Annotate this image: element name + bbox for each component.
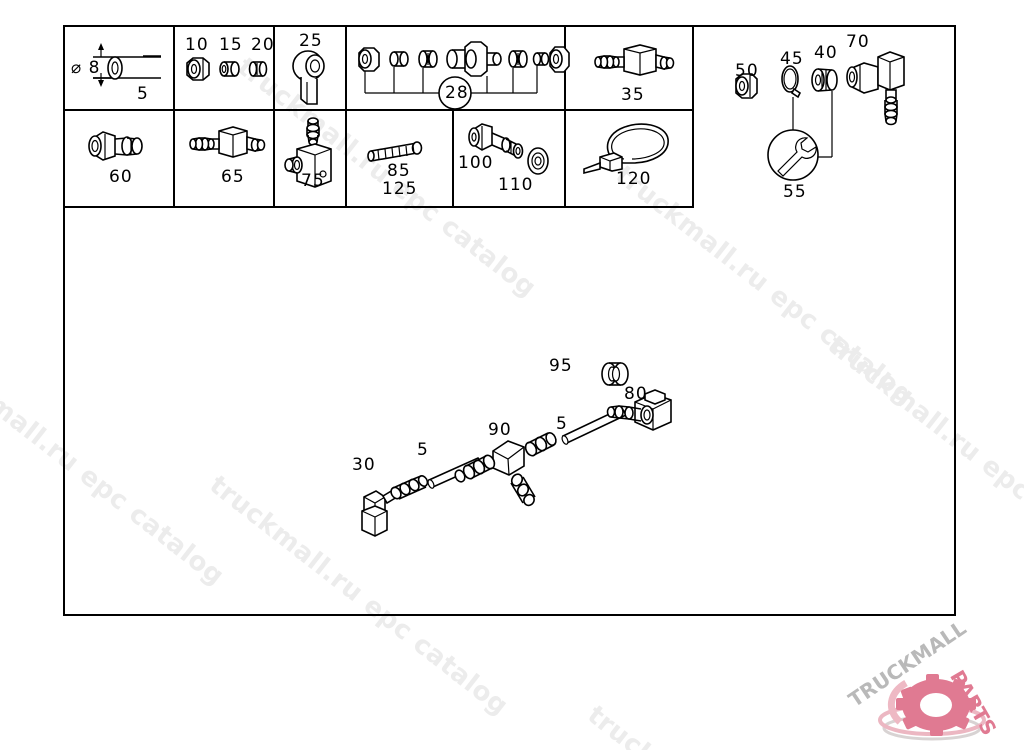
valve-block-icon — [284, 117, 332, 188]
gear-icon — [878, 674, 986, 741]
assembly-label-95: 95 — [549, 356, 573, 376]
threaded-stud-icon — [367, 141, 423, 162]
legend-label-part: 65 — [221, 167, 245, 187]
part-30-elbow-fitting — [361, 475, 429, 537]
legend-cell-kit-28[interactable]: 28 — [347, 27, 570, 111]
legend-label-part: 40 — [814, 43, 838, 63]
legend-label-part: 70 — [846, 32, 870, 52]
repair-kit-parts-icon — [358, 41, 570, 110]
assembly-label-90: 90 — [488, 420, 512, 440]
nuts-and-sleeves-icon — [186, 57, 268, 81]
legend-cell-60[interactable]: 60 — [65, 111, 175, 208]
legend-cell-nuts[interactable]: 10 15 20 — [175, 27, 275, 111]
brand-logo[interactable]: TRUCKMALL PARTS — [840, 616, 1024, 750]
legend-label-part: 60 — [109, 167, 133, 187]
legend-label-part: 50 — [735, 61, 759, 81]
legend-label-part: 100 — [458, 153, 494, 173]
assembly-label-5-right: 5 — [556, 414, 568, 434]
part-80-valve-block — [606, 389, 672, 431]
fittings-and-wrench-icon — [735, 51, 905, 181]
legend-label-part: 110 — [498, 175, 534, 195]
legend-label-part: 45 — [780, 49, 804, 69]
assembly-label-80: 80 — [624, 384, 648, 404]
legend-label-tool-symbol: 55 — [783, 182, 807, 202]
legend-label-part: 85 — [387, 161, 411, 181]
legend-cell-banjo[interactable]: 25 — [275, 27, 347, 111]
cable-tie-icon — [583, 123, 669, 175]
part-95-grommet — [601, 362, 629, 386]
legend-cell-tools[interactable]: 50 45 40 70 55 — [694, 27, 958, 208]
legend-label-kit-number: 28 — [445, 83, 469, 103]
legend-label-part: 20 — [251, 35, 275, 55]
legend-cell-120[interactable]: 120 — [566, 111, 694, 208]
legend-label-diameter: ⌀ 8 — [71, 58, 101, 78]
legend-label-part: 35 — [621, 85, 645, 105]
legend-cell-75[interactable]: 75 — [275, 111, 347, 208]
legend-cell-85-125[interactable]: 85 125 — [347, 111, 454, 208]
assembly-label-5-left: 5 — [417, 440, 429, 460]
legend-label-part: 125 — [382, 179, 418, 199]
tee-connector-icon — [594, 44, 675, 76]
legend-label-part: 25 — [299, 31, 323, 51]
legend-label-part: 75 — [301, 171, 325, 191]
straight-connector-icon — [88, 131, 143, 161]
legend-cell-tee-35[interactable]: 35 — [566, 27, 694, 111]
legend-label-part: 5 — [137, 84, 149, 104]
diagram-frame: ⌀ 8 5 — [63, 25, 956, 616]
legend-label-part: 10 — [185, 35, 209, 55]
legend-cell-100-110[interactable]: 100 110 — [454, 111, 566, 208]
banjo-bolt-and-washer-icon — [468, 123, 549, 175]
part-90-tee-fitting — [454, 432, 557, 507]
assembly-label-30: 30 — [352, 455, 376, 475]
legend-label-part: 15 — [219, 35, 243, 55]
legend-cell-65[interactable]: 65 — [175, 111, 275, 208]
hose-tube-icon — [93, 43, 161, 87]
legend-label-part: 120 — [616, 169, 652, 189]
main-assembly-area[interactable]: 30 5 90 5 95 80 — [65, 208, 954, 614]
tee-connector-small-icon — [189, 126, 266, 158]
banjo-eye-fitting-icon — [292, 50, 325, 105]
legend-cell-hose[interactable]: ⌀ 8 5 — [65, 27, 175, 111]
assembly-drawing — [361, 362, 672, 537]
